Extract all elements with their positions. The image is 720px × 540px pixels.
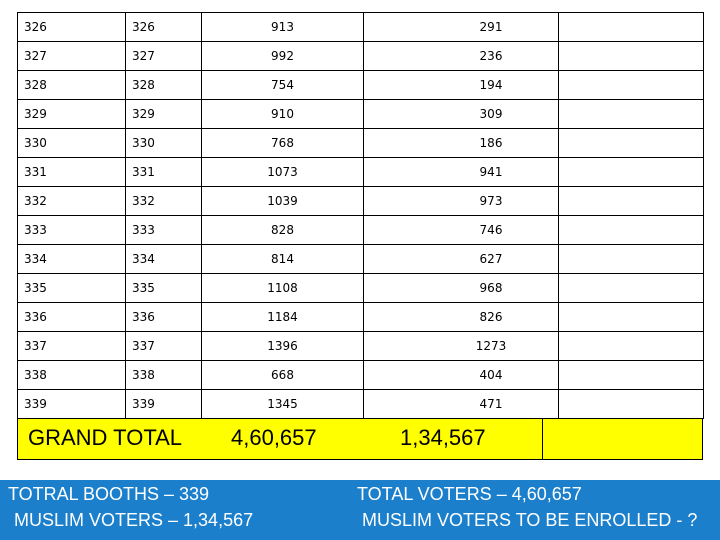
empty-cell [558, 360, 704, 390]
part-number-cell: 335 [125, 273, 202, 303]
total-voters-cell: 828 [201, 215, 364, 245]
total-voters-cell: 1396 [201, 331, 364, 361]
muslim-voters-cell: 973 [363, 186, 559, 216]
muslim-voters-text: MUSLIM VOTERS – 1,34,567 [14, 510, 254, 530]
table-row: 338 338 668 404 [17, 360, 704, 390]
booth-table-body: 326 326 913 291 327 327 992 236 328 328 754 194 329 3… [17, 12, 704, 419]
empty-cell [558, 128, 704, 158]
part-number-cell: 334 [125, 244, 202, 274]
empty-cell [558, 389, 704, 419]
booth-table: 326 326 913 291 327 327 992 236 328 328 754 194 329 3… [17, 12, 704, 419]
table-row: 335 335 1108 968 [17, 273, 704, 303]
total-voters-cell: 1184 [201, 302, 364, 332]
empty-cell [558, 302, 704, 332]
table-row: 327 327 992 236 [17, 41, 704, 71]
grand-total-muslim-voters: 1,34,567 [400, 425, 486, 450]
total-voters-cell: 754 [201, 70, 364, 100]
empty-cell [558, 244, 704, 274]
total-voters-cell: 913 [201, 12, 364, 42]
booth-number-cell: 329 [17, 99, 126, 129]
muslim-voters-cell: 941 [363, 157, 559, 187]
muslim-voters-cell: 826 [363, 302, 559, 332]
total-voters-text: TOTAL VOTERS – 4,60,657 [357, 484, 582, 504]
empty-cell [558, 215, 704, 245]
muslim-voters-cell: 404 [363, 360, 559, 390]
total-voters-cell: 1108 [201, 273, 364, 303]
booth-number-cell: 335 [17, 273, 126, 303]
booth-number-cell: 339 [17, 389, 126, 419]
total-voters-cell: 768 [201, 128, 364, 158]
total-booths-text: TOTRAL BOOTHS – 339 [8, 484, 210, 504]
table-row: 330 330 768 186 [17, 128, 704, 158]
booth-number-cell: 333 [17, 215, 126, 245]
to-be-enrolled-text: MUSLIM VOTERS TO BE ENROLLED - ? [362, 510, 698, 530]
muslim-voters-cell: 968 [363, 273, 559, 303]
booth-number-cell: 338 [17, 360, 126, 390]
muslim-voters-cell: 627 [363, 244, 559, 274]
empty-cell [558, 41, 704, 71]
part-number-cell: 329 [125, 99, 202, 129]
total-voters-cell: 1345 [201, 389, 364, 419]
total-row-divider [542, 419, 543, 459]
table-row: 328 328 754 194 [17, 70, 704, 100]
table-row: 333 333 828 746 [17, 215, 704, 245]
muslim-voters-cell: 236 [363, 41, 559, 71]
part-number-cell: 339 [125, 389, 202, 419]
total-voters-cell: 992 [201, 41, 364, 71]
empty-cell [558, 70, 704, 100]
part-number-cell: 331 [125, 157, 202, 187]
booth-number-cell: 334 [17, 244, 126, 274]
muslim-voters-cell: 309 [363, 99, 559, 129]
booth-number-cell: 331 [17, 157, 126, 187]
part-number-cell: 333 [125, 215, 202, 245]
booth-number-cell: 337 [17, 331, 126, 361]
part-number-cell: 337 [125, 331, 202, 361]
booth-number-cell: 327 [17, 41, 126, 71]
part-number-cell: 326 [125, 12, 202, 42]
booth-number-cell: 332 [17, 186, 126, 216]
table-row: 326 326 913 291 [17, 12, 704, 42]
total-voters-cell: 910 [201, 99, 364, 129]
empty-cell [558, 99, 704, 129]
total-voters-cell: 1073 [201, 157, 364, 187]
total-voters-cell: 1039 [201, 186, 364, 216]
table-row: 339 339 1345 471 [17, 389, 704, 419]
booth-number-cell: 330 [17, 128, 126, 158]
total-voters-cell: 668 [201, 360, 364, 390]
part-number-cell: 338 [125, 360, 202, 390]
grand-total-label: GRAND TOTAL [28, 425, 183, 450]
part-number-cell: 328 [125, 70, 202, 100]
part-number-cell: 327 [125, 41, 202, 71]
booth-number-cell: 326 [17, 12, 126, 42]
muslim-voters-cell: 194 [363, 70, 559, 100]
muslim-voters-cell: 186 [363, 128, 559, 158]
table-row: 331 331 1073 941 [17, 157, 704, 187]
muslim-voters-cell: 291 [363, 12, 559, 42]
empty-cell [558, 157, 704, 187]
empty-cell [558, 331, 704, 361]
muslim-voters-cell: 1273 [363, 331, 559, 361]
part-number-cell: 330 [125, 128, 202, 158]
table-row: 334 334 814 627 [17, 244, 704, 274]
table-row: 332 332 1039 973 [17, 186, 704, 216]
booth-number-cell: 336 [17, 302, 126, 332]
muslim-voters-cell: 746 [363, 215, 559, 245]
part-number-cell: 332 [125, 186, 202, 216]
muslim-voters-cell: 471 [363, 389, 559, 419]
table-row: 336 336 1184 826 [17, 302, 704, 332]
total-voters-cell: 814 [201, 244, 364, 274]
grand-total-row: GRAND TOTAL 4,60,657 1,34,567 [17, 418, 703, 460]
table-row: 329 329 910 309 [17, 99, 704, 129]
empty-cell [558, 273, 704, 303]
booth-number-cell: 328 [17, 70, 126, 100]
empty-cell [558, 12, 704, 42]
grand-total-voters: 4,60,657 [231, 425, 317, 450]
table-row: 337 337 1396 1273 [17, 331, 704, 361]
part-number-cell: 336 [125, 302, 202, 332]
summary-footer: TOTRAL BOOTHS – 339 MUSLIM VOTERS – 1,34… [0, 480, 720, 540]
empty-cell [558, 186, 704, 216]
